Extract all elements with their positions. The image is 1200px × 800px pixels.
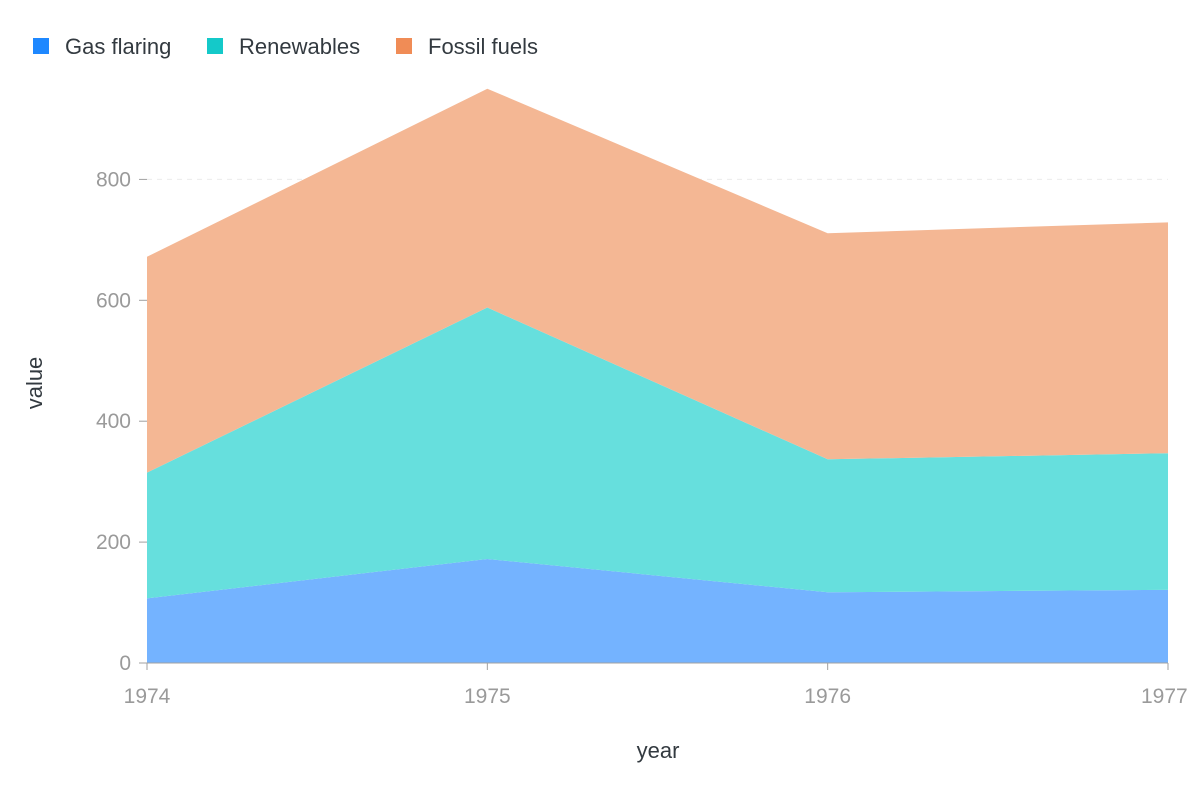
- legend: Gas flaring Renewables Fossil fuels: [33, 34, 538, 59]
- y-axis-title: value: [22, 357, 47, 410]
- x-tick-label-1: 1975: [464, 685, 511, 708]
- x-tick-label-0: 1974: [124, 685, 171, 708]
- legend-label-0: Gas flaring: [65, 34, 171, 59]
- area-fossil-fuels: [147, 88, 1168, 473]
- legend-swatch-1: [207, 38, 223, 54]
- legend-swatch-0: [33, 38, 49, 54]
- area-gas-flaring: [147, 559, 1168, 663]
- y-axis: 0 200 400 600 800: [96, 168, 147, 675]
- x-tick-label-2: 1976: [804, 685, 851, 708]
- x-axis-title: year: [637, 738, 680, 763]
- x-axis: 1974 1975 1976 1977: [124, 662, 1188, 708]
- y-tick-label-4: 800: [96, 168, 131, 191]
- series-areas: [147, 88, 1168, 663]
- y-tick-label-0: 0: [119, 652, 131, 675]
- y-tick-label-2: 400: [96, 410, 131, 433]
- y-tick-label-1: 200: [96, 531, 131, 554]
- legend-label-1: Renewables: [239, 34, 360, 59]
- legend-swatch-2: [396, 38, 412, 54]
- y-tick-label-3: 600: [96, 289, 131, 312]
- x-tick-label-3: 1977: [1141, 685, 1188, 708]
- area-renewables: [147, 307, 1168, 599]
- legend-label-2: Fossil fuels: [428, 34, 538, 59]
